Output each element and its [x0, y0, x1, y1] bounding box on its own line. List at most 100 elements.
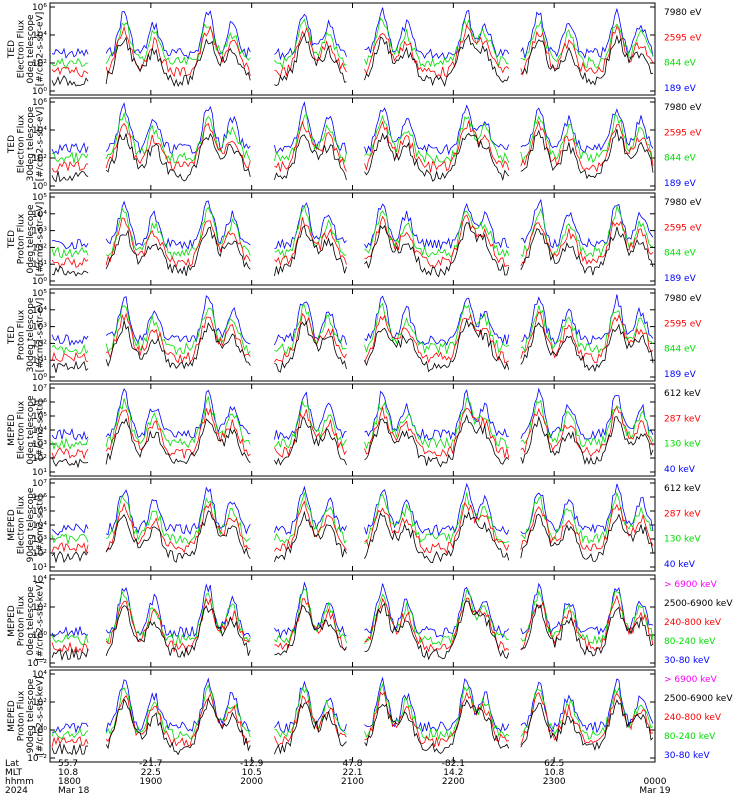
flux-trace [364, 313, 509, 364]
flux-trace [364, 600, 510, 661]
legend-entry: 189 eV [664, 274, 697, 284]
y-tick-label: 10² [32, 698, 47, 708]
flux-trace [105, 102, 251, 155]
ylabel-line: [#/cm2-s-str-keV] [36, 676, 46, 755]
ylabel-line: 0deg telescope [26, 586, 36, 656]
y-tick-label: 10⁶ [32, 493, 47, 503]
flux-trace [51, 523, 89, 536]
panel-ylabel: TEDProton Flux0deg telescope[#/cm2-s-str… [7, 202, 46, 277]
flux-trace [51, 633, 89, 646]
y-tick-label: 10⁴ [32, 306, 47, 316]
ylabel-line: Proton Flux [17, 213, 27, 264]
flux-trace [520, 128, 654, 180]
flux-trace [51, 742, 89, 756]
flux-trace [274, 409, 347, 458]
footer-row-label: MLT [5, 768, 23, 778]
flux-trace [274, 485, 347, 535]
flux-trace [520, 603, 654, 657]
flux-trace [51, 47, 89, 59]
ylabel-line: MEPED [7, 700, 17, 732]
y-tick-label: 10³ [32, 323, 47, 333]
flux-trace [364, 389, 509, 441]
flux-trace [520, 415, 654, 465]
ylabel-line: Proton Flux [17, 690, 27, 741]
legend-entry: 130 keV [664, 535, 701, 545]
flux-trace [51, 550, 89, 564]
y-tick-label: 10⁵ [32, 289, 47, 299]
flux-trace [51, 360, 89, 373]
ylabel-line: [#/cm2-s-str-eV] [36, 298, 46, 373]
footer-value: 2100 [341, 777, 364, 787]
y-tick-label: 10⁴ [32, 575, 47, 585]
flux-trace [520, 198, 654, 249]
footer-value: Mar 18 [58, 786, 90, 796]
legend-entry: 844 eV [664, 249, 697, 259]
legend-entry: 287 keV [664, 414, 701, 424]
legend-entry: 2500-6900 keV [664, 694, 733, 704]
panel-frame [49, 574, 656, 668]
flux-trace [274, 492, 347, 544]
flux-trace [364, 214, 509, 269]
flux-trace [520, 322, 654, 373]
flux-trace [274, 417, 347, 466]
flux-trace [51, 626, 89, 638]
ylabel-line: [#/cm2-s-str-keV] [36, 581, 46, 660]
flux-trace [274, 598, 347, 651]
footer-value: Mar 19 [639, 786, 671, 796]
flux-trace [364, 7, 510, 60]
flux-trace [520, 7, 654, 60]
flux-trace [105, 590, 251, 645]
flux-trace [364, 699, 510, 755]
flux-trace [364, 397, 509, 450]
y-tick-label: 10⁶ [32, 98, 47, 108]
flux-trace [364, 132, 510, 182]
flux-trace [520, 699, 654, 751]
flux-trace [51, 265, 89, 277]
legend-entry: 80-240 keV [664, 732, 716, 742]
ylabel-line: TED [7, 230, 17, 249]
footer-value: 2200 [442, 777, 465, 787]
y-tick-label: 10⁴ [32, 126, 47, 136]
flux-trace [520, 107, 654, 154]
flux-trace [274, 686, 347, 738]
y-tick-label: 10⁰ [32, 277, 47, 287]
y-tick-label: 10⁻² [27, 659, 47, 669]
y-tick-label: 10⁵ [32, 412, 47, 422]
footer-value: 55.7 [58, 759, 78, 769]
footer-value: -12.9 [240, 759, 264, 769]
flux-trace [105, 605, 251, 658]
flux-trace [105, 583, 251, 639]
y-tick-label: 10⁴ [32, 521, 47, 531]
flux-trace [105, 217, 251, 268]
flux-trace [364, 492, 509, 544]
flux-trace [51, 142, 89, 155]
footer-value: 0000 [644, 777, 667, 787]
flux-trace [364, 597, 510, 653]
y-tick-label: 10² [32, 454, 47, 464]
flux-trace [105, 133, 251, 182]
legend-entry: 240-800 keV [664, 713, 722, 723]
flux-trace [364, 482, 510, 537]
ylabel-line: 0deg telescope [26, 204, 36, 274]
ylabel-line: TED [7, 135, 17, 154]
flux-trace [520, 294, 654, 345]
flux-trace [51, 351, 89, 363]
flux-trace [520, 678, 654, 734]
ylabel-line: [#/cm2-s-str] [36, 400, 46, 460]
legend-entry: 287 keV [664, 509, 701, 519]
flux-trace [520, 594, 654, 652]
ylabel-line: Proton Flux [17, 309, 27, 360]
legend-entry: > 6900 keV [664, 580, 718, 590]
ylabel-line: [#/cm2-s-str] [36, 495, 46, 555]
flux-trace [520, 311, 654, 364]
flux-trace [274, 225, 347, 277]
footer-value: 1900 [139, 777, 162, 787]
flux-trace [274, 391, 347, 441]
flux-trace [105, 494, 251, 545]
legend-entry: 2595 eV [664, 33, 702, 43]
legend-entry: 40 keV [664, 560, 696, 570]
footer-value: 22.5 [141, 768, 161, 778]
panel-frame [49, 383, 656, 477]
y-tick-label: 10² [32, 603, 47, 613]
